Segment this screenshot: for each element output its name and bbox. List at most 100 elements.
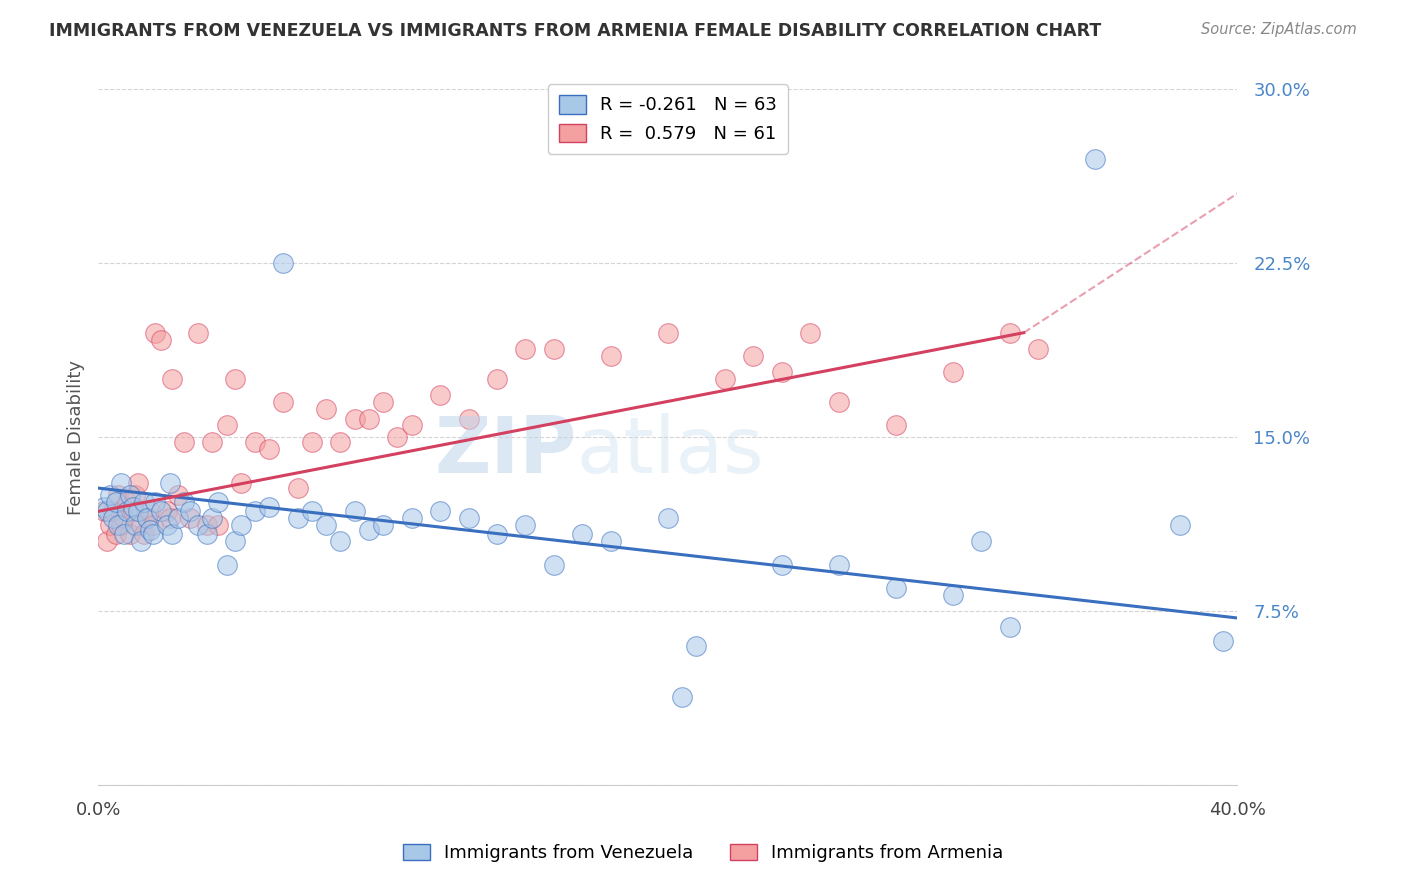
Point (343, 411, 366, 425)
Point (998, 326, 1021, 340)
Point (224, 534, 246, 549)
Point (195, 518, 218, 533)
Text: ZIP: ZIP (434, 413, 576, 489)
Point (1212, 634, 1234, 648)
Point (742, 349, 765, 363)
Point (141, 527, 163, 541)
Point (373, 395, 395, 409)
Text: IMMIGRANTS FROM VENEZUELA VS IMMIGRANTS FROM ARMENIA FEMALE DISABILITY CORRELATI: IMMIGRANTS FROM VENEZUELA VS IMMIGRANTS … (49, 22, 1101, 40)
Point (942, 365, 965, 379)
Point (156, 518, 179, 533)
Point (486, 372, 509, 386)
Point (162, 527, 184, 541)
Point (884, 418, 907, 433)
Point (457, 411, 479, 425)
Point (132, 495, 155, 509)
Legend: R = -0.261   N = 63, R =  0.579   N = 61: R = -0.261 N = 63, R = 0.579 N = 61 (548, 85, 787, 153)
Point (201, 434, 224, 449)
Point (112, 527, 135, 541)
Point (357, 411, 380, 425)
Point (301, 434, 323, 449)
Point (229, 518, 252, 533)
Point (1026, 342, 1049, 356)
Point (101, 511, 124, 525)
Point (207, 495, 229, 509)
Point (287, 511, 309, 525)
Point (315, 402, 337, 417)
Point (828, 395, 851, 409)
Point (98, 518, 121, 533)
Point (141, 518, 163, 533)
Point (685, 639, 707, 653)
Point (98, 488, 121, 502)
Point (167, 488, 190, 502)
Point (770, 558, 793, 572)
Point (401, 511, 423, 525)
Point (118, 488, 141, 502)
Point (571, 527, 593, 541)
Point (150, 504, 173, 518)
Point (215, 418, 238, 433)
Point (127, 476, 149, 491)
Point (159, 511, 181, 525)
Point (167, 511, 190, 525)
Point (145, 326, 167, 340)
Point (135, 511, 157, 525)
Point (998, 620, 1021, 634)
Point (121, 500, 143, 514)
Point (543, 342, 565, 356)
Point (543, 558, 565, 572)
Point (970, 534, 993, 549)
Point (127, 504, 149, 518)
Point (207, 518, 229, 533)
Point (884, 581, 907, 595)
Point (457, 511, 479, 525)
Point (515, 342, 537, 356)
Point (770, 365, 793, 379)
Point (162, 372, 184, 386)
Point (401, 418, 423, 433)
Point (201, 511, 224, 525)
Point (187, 326, 209, 340)
Point (115, 504, 138, 518)
Point (124, 488, 146, 502)
Point (714, 372, 737, 386)
Point (600, 534, 623, 549)
Point (195, 527, 218, 541)
Point (138, 504, 160, 518)
Point (828, 558, 851, 572)
Text: Source: ZipAtlas.com: Source: ZipAtlas.com (1201, 22, 1357, 37)
Point (187, 518, 209, 533)
Point (129, 534, 152, 549)
Point (315, 518, 337, 533)
Point (110, 518, 132, 533)
Point (343, 504, 366, 518)
Point (96, 504, 118, 518)
Point (600, 349, 623, 363)
Point (671, 690, 693, 704)
Point (107, 488, 129, 502)
Point (101, 504, 124, 518)
Point (159, 476, 181, 491)
Point (301, 504, 323, 518)
Point (259, 442, 281, 456)
Point (110, 476, 132, 491)
Point (1170, 518, 1192, 533)
Point (150, 333, 173, 347)
Point (138, 523, 160, 537)
Point (373, 518, 395, 533)
Point (179, 511, 201, 525)
Point (179, 504, 201, 518)
Point (156, 504, 179, 518)
Point (107, 518, 129, 533)
Point (357, 523, 380, 537)
Point (124, 518, 146, 533)
Point (387, 430, 409, 444)
Point (273, 256, 295, 270)
Y-axis label: Female Disability: Female Disability (66, 359, 84, 515)
Point (1084, 152, 1107, 166)
Point (942, 588, 965, 602)
Point (129, 518, 152, 533)
Point (259, 500, 281, 514)
Point (329, 434, 352, 449)
